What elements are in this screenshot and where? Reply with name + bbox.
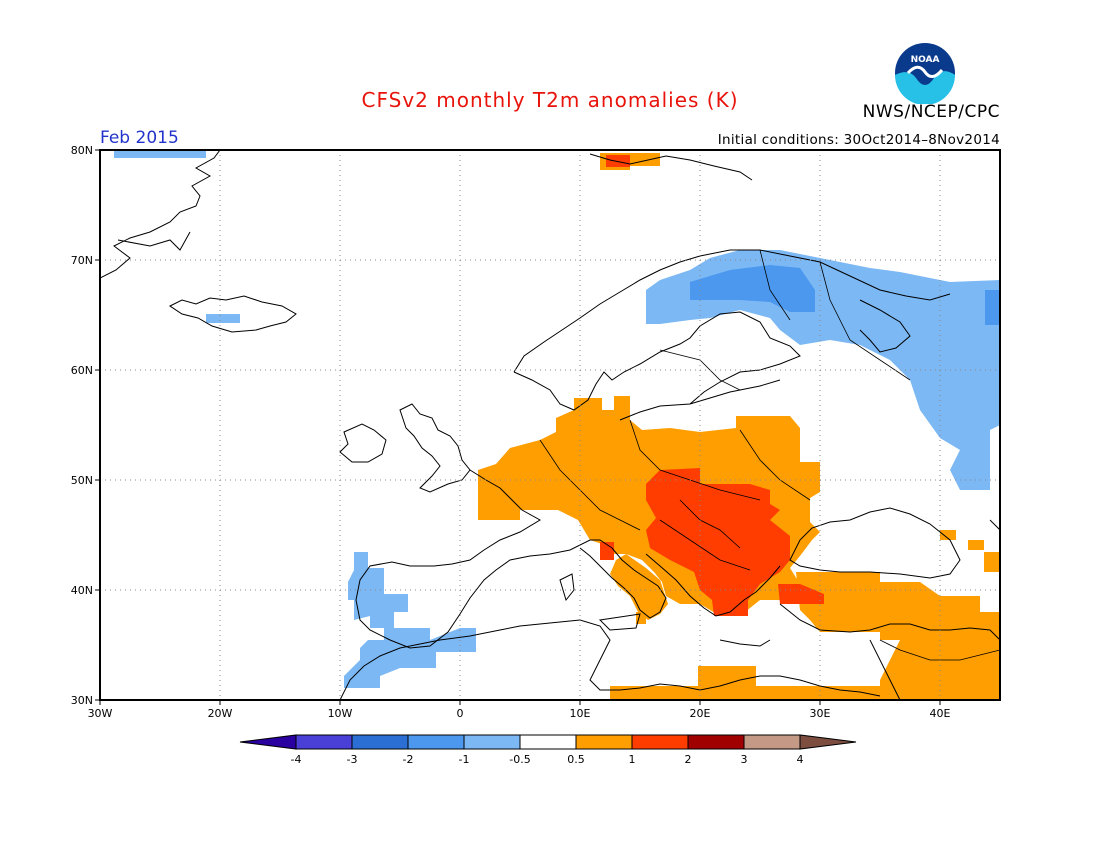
- axis-ticks: 30N 40N 50N 60N 70N 80N 30W 20W 10W 0 10E 20E 30E 40E: [71, 144, 951, 720]
- plot-frame: [99, 149, 1001, 701]
- colorbar: -4 -3 -2 -1 -0.5 0.5 1 2 3 4: [239, 734, 857, 766]
- lat-tick-label: 80N: [71, 144, 93, 157]
- colorbar-label: -2: [403, 753, 414, 766]
- chart-title: CFSv2 monthly T2m anomalies (K): [361, 88, 739, 112]
- lat-tick-label: 70N: [71, 254, 93, 267]
- lon-tick-label: 20E: [690, 707, 711, 720]
- noaa-logo-text: NOAA: [911, 55, 940, 65]
- lat-tick-label: 60N: [71, 364, 93, 377]
- colorbar-bin: [351, 734, 409, 750]
- colorbar-label: 2: [685, 753, 692, 766]
- colorbar-label: 3: [741, 753, 748, 766]
- colorbar-label: -4: [291, 753, 302, 766]
- coastlines: [100, 150, 1000, 700]
- lon-tick-label: 20W: [208, 707, 233, 720]
- lon-tick-label: 0: [457, 707, 464, 720]
- colorbar-label: 0.5: [567, 753, 585, 766]
- lon-tick-label: 30E: [810, 707, 831, 720]
- colorbar-bin: [743, 734, 801, 750]
- lon-tick-label: 10E: [570, 707, 591, 720]
- colorbar-arrow-high: [799, 734, 857, 750]
- lon-tick-label: 30W: [88, 707, 113, 720]
- colorbar-label: -3: [347, 753, 358, 766]
- lon-tick-label: 10W: [328, 707, 353, 720]
- colorbar-label: -1: [459, 753, 470, 766]
- lat-tick-label: 40N: [71, 584, 93, 597]
- anomaly-shading: [114, 150, 1000, 700]
- colorbar-bin: [407, 734, 465, 750]
- colorbar-bin: [295, 734, 353, 750]
- forecast-month: Feb 2015: [100, 128, 179, 148]
- colorbar-label: 4: [797, 753, 804, 766]
- colorbar-bin: [631, 734, 689, 750]
- colorbar-label: 1: [629, 753, 636, 766]
- colorbar-bin: [519, 734, 577, 750]
- initial-conditions: Initial conditions: 30Oct2014–8Nov2014: [717, 132, 1000, 148]
- lat-tick-label: 30N: [71, 694, 93, 707]
- colorbar-arrow-low: [239, 734, 297, 750]
- noaa-logo-icon: NOAA: [895, 43, 955, 104]
- colorbar-bin: [463, 734, 521, 750]
- graticule: [100, 150, 1000, 700]
- lon-tick-label: 40E: [930, 707, 951, 720]
- lat-tick-label: 50N: [71, 474, 93, 487]
- colorbar-label: -0.5: [509, 753, 530, 766]
- colorbar-bin: [687, 734, 745, 750]
- colorbar-bin: [575, 734, 633, 750]
- agency-label: NWS/NCEP/CPC: [862, 102, 1000, 122]
